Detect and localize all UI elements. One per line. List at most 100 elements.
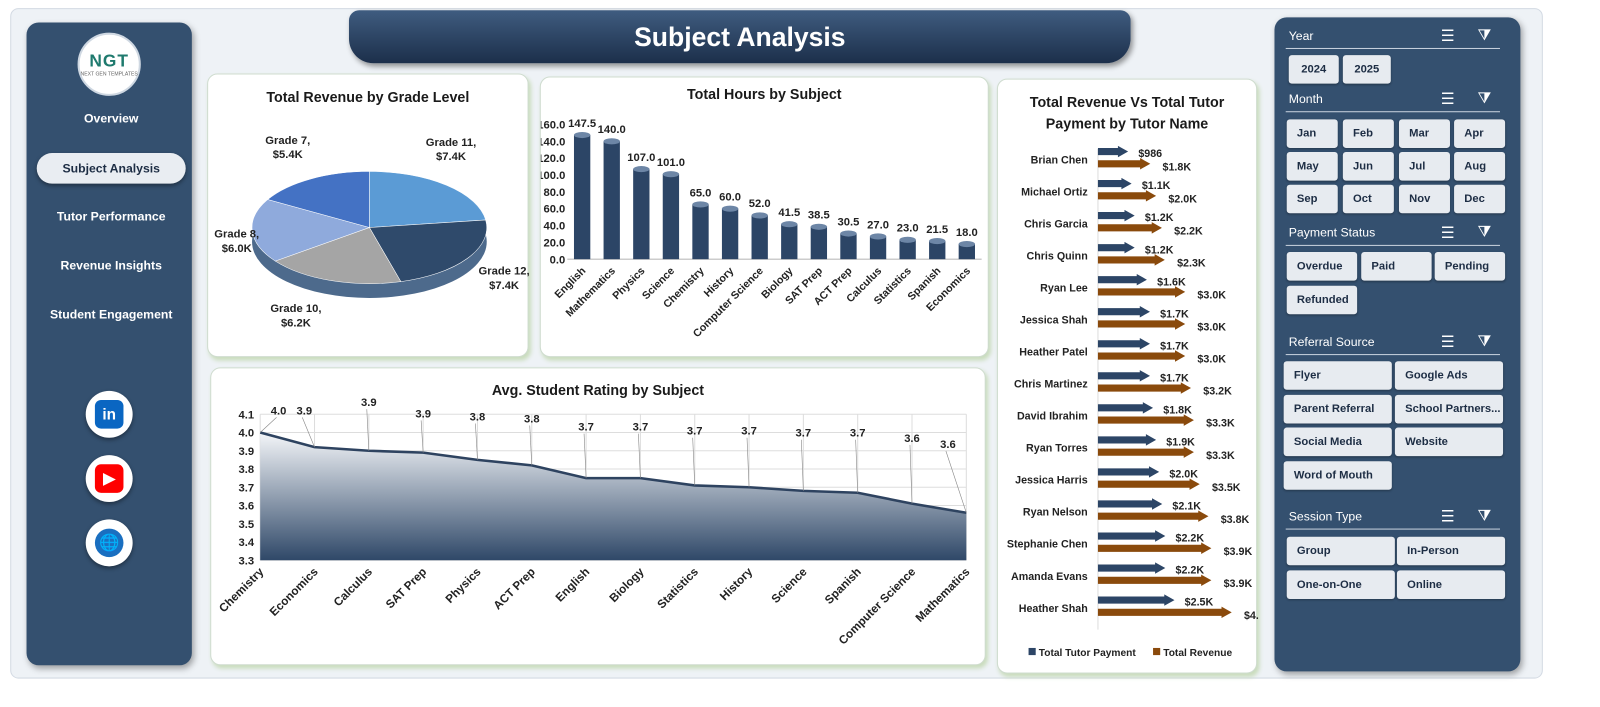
- multi-select-icon[interactable]: ☰: [1440, 333, 1455, 352]
- clear-filter-icon[interactable]: ⧩: [1477, 26, 1492, 44]
- revenue-arrow[interactable]: [1097, 190, 1157, 202]
- nav-tutor-performance[interactable]: Tutor Performance: [56, 209, 166, 224]
- nav-student-engagement[interactable]: Student Engagement: [49, 307, 173, 322]
- multi-select-icon[interactable]: ☰: [1440, 224, 1455, 242]
- bar[interactable]: [958, 244, 975, 260]
- pie-slice[interactable]: [267, 171, 370, 228]
- payment-option[interactable]: Overdue: [1286, 252, 1358, 281]
- payment-option[interactable]: Pending: [1434, 252, 1506, 281]
- bar[interactable]: [751, 215, 768, 260]
- revenue-arrow[interactable]: [1097, 254, 1165, 266]
- clear-filter-icon[interactable]: ⧩: [1477, 223, 1492, 241]
- month-option[interactable]: Jul: [1398, 152, 1450, 181]
- payment-arrow[interactable]: [1097, 594, 1175, 606]
- pie-slice[interactable]: [251, 199, 371, 262]
- referral-option[interactable]: Word of Mouth: [1283, 461, 1392, 490]
- bar[interactable]: [899, 239, 916, 260]
- linkedin-button[interactable]: in: [85, 390, 133, 438]
- bar[interactable]: [662, 174, 680, 260]
- month-option[interactable]: May: [1286, 152, 1338, 181]
- referral-option[interactable]: Social Media: [1283, 427, 1392, 457]
- payment-arrow[interactable]: [1097, 434, 1157, 446]
- bar[interactable]: [869, 236, 887, 260]
- tutor-name-label: Jessica Shah: [1020, 314, 1088, 326]
- revenue-arrow[interactable]: [1097, 350, 1186, 362]
- referral-option[interactable]: Website: [1394, 427, 1504, 457]
- clear-filter-icon[interactable]: ⧩: [1477, 507, 1492, 525]
- bar[interactable]: [692, 204, 709, 260]
- revenue-arrow[interactable]: [1097, 318, 1186, 330]
- month-option[interactable]: Oct: [1342, 184, 1394, 214]
- bar[interactable]: [840, 233, 857, 260]
- month-option[interactable]: Jun: [1342, 152, 1394, 181]
- pie-slice[interactable]: [369, 171, 486, 228]
- payment-arrow[interactable]: [1097, 306, 1150, 318]
- month-option[interactable]: Aug: [1454, 152, 1506, 181]
- pie-slice[interactable]: [274, 227, 402, 284]
- multi-select-icon[interactable]: ☰: [1440, 27, 1455, 45]
- referral-option[interactable]: School Partners...: [1394, 394, 1504, 424]
- revenue-arrow[interactable]: [1097, 574, 1212, 587]
- revenue-arrow[interactable]: [1097, 382, 1192, 394]
- clear-filter-icon[interactable]: ⧩: [1477, 89, 1492, 108]
- youtube-button[interactable]: ▶: [85, 455, 133, 503]
- payment-arrow[interactable]: [1097, 370, 1150, 382]
- payment-option[interactable]: Refunded: [1286, 285, 1358, 315]
- referral-option[interactable]: Flyer: [1283, 361, 1392, 390]
- multi-select-icon[interactable]: ☰: [1440, 90, 1455, 109]
- session-option[interactable]: Online: [1396, 570, 1506, 599]
- bar[interactable]: [573, 135, 591, 260]
- revenue-arrow[interactable]: [1097, 606, 1232, 619]
- month-option[interactable]: Dec: [1454, 184, 1506, 214]
- revenue-arrow[interactable]: [1097, 286, 1186, 298]
- month-option[interactable]: Feb: [1342, 119, 1394, 148]
- payment-arrow[interactable]: [1097, 530, 1166, 542]
- month-option[interactable]: Sep: [1286, 184, 1338, 214]
- revenue-arrow[interactable]: [1097, 414, 1194, 426]
- nav-subject-analysis[interactable]: Subject Analysis: [36, 153, 186, 184]
- bar[interactable]: [810, 226, 828, 260]
- payment-arrow[interactable]: [1097, 338, 1150, 350]
- year-option[interactable]: 2024: [1288, 55, 1339, 84]
- bar[interactable]: [781, 224, 798, 260]
- revenue-arrow[interactable]: [1097, 222, 1162, 234]
- referral-option[interactable]: Google Ads: [1394, 361, 1504, 390]
- payment-option[interactable]: Paid: [1361, 252, 1432, 281]
- year-option[interactable]: 2025: [1342, 55, 1391, 84]
- globe-button[interactable]: 🌐: [85, 519, 133, 567]
- bar[interactable]: [721, 208, 739, 260]
- month-option[interactable]: Apr: [1454, 119, 1506, 148]
- month-option[interactable]: Jan: [1286, 119, 1338, 148]
- nav-revenue-insights[interactable]: Revenue Insights: [60, 258, 162, 273]
- session-option[interactable]: Group: [1286, 536, 1395, 566]
- nav-overview[interactable]: Overview: [83, 111, 139, 126]
- revenue-arrow[interactable]: [1097, 478, 1200, 490]
- payment-arrow[interactable]: [1097, 145, 1129, 158]
- payment-arrow[interactable]: [1097, 466, 1160, 478]
- payment-arrow[interactable]: [1097, 209, 1135, 222]
- bar[interactable]: [603, 141, 620, 260]
- payment-arrow[interactable]: [1097, 498, 1163, 510]
- month-option[interactable]: Mar: [1398, 119, 1450, 148]
- payment-arrow[interactable]: [1097, 562, 1166, 574]
- revenue-arrow[interactable]: [1097, 446, 1194, 458]
- point-label: 3.9: [415, 408, 431, 420]
- multi-select-icon[interactable]: ☰: [1440, 508, 1455, 526]
- referral-option[interactable]: Parent Referral: [1283, 394, 1392, 424]
- tutor-title: Total Revenue Vs Total Tutor Payment by …: [1029, 93, 1225, 132]
- session-option[interactable]: In-Person: [1396, 536, 1506, 566]
- point-label: 3.7: [741, 426, 757, 438]
- revenue-arrow[interactable]: [1097, 542, 1212, 554]
- payment-arrow[interactable]: [1097, 177, 1132, 190]
- clear-filter-icon[interactable]: ⧩: [1477, 332, 1492, 350]
- revenue-arrow[interactable]: [1097, 158, 1151, 170]
- bar[interactable]: [633, 169, 650, 260]
- bar[interactable]: [929, 241, 946, 260]
- payment-arrow[interactable]: [1097, 241, 1135, 254]
- payment-arrow[interactable]: [1097, 402, 1154, 414]
- payment-arrow[interactable]: [1097, 273, 1147, 286]
- pie-slice[interactable]: [368, 219, 487, 282]
- month-option[interactable]: Nov: [1398, 184, 1450, 214]
- session-option[interactable]: One-on-One: [1286, 570, 1395, 599]
- revenue-arrow[interactable]: [1097, 510, 1209, 522]
